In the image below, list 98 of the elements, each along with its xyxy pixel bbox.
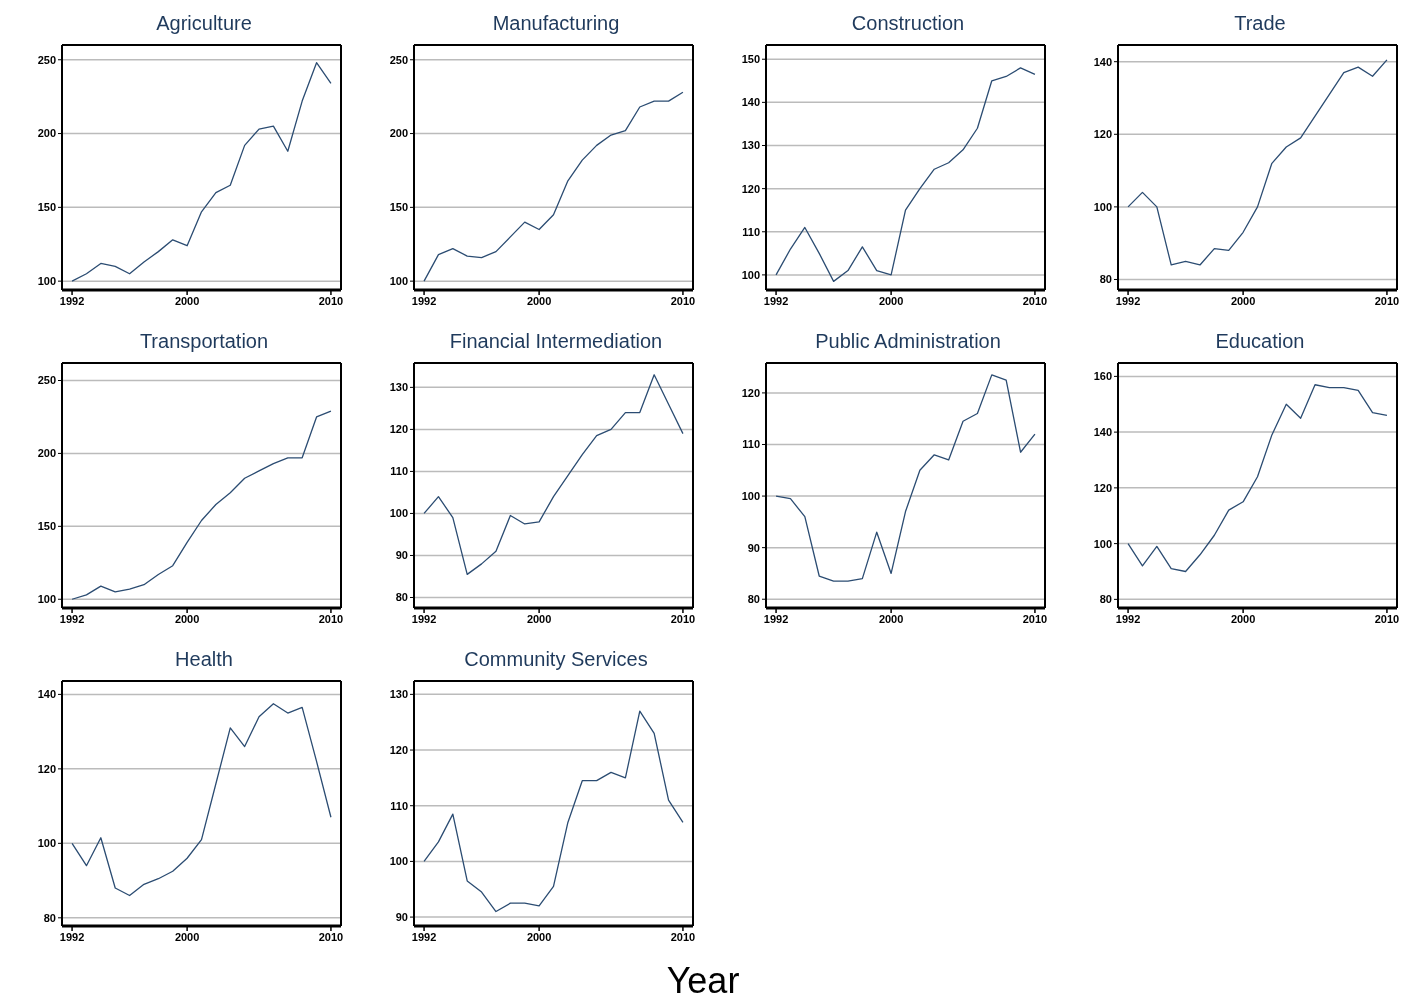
y-tick-label: 150 [389, 201, 408, 214]
y-tick-label: 90 [395, 911, 408, 923]
line-series [775, 67, 1036, 283]
y-tick-label: 80 [395, 591, 408, 604]
y-tick-label: 100 [37, 275, 56, 288]
x-tick-label: 2000 [878, 612, 904, 625]
y-tick-label: 80 [1099, 593, 1112, 606]
y-tick-label: 100 [37, 593, 56, 606]
x-tick-label: 2010 [670, 612, 696, 625]
line-series [71, 62, 332, 282]
y-tick-label: 200 [389, 127, 408, 140]
y-tick-label: 140 [741, 96, 760, 109]
x-tick-label: 2010 [1022, 294, 1048, 307]
line-series [71, 410, 332, 600]
x-tick-label: 1992 [411, 930, 437, 943]
y-tick-label: 140 [1093, 55, 1112, 68]
chart-title: Agriculture [155, 11, 253, 36]
y-tick-label: 130 [741, 139, 760, 152]
y-tick-label: 120 [389, 743, 408, 756]
x-tick-label: 2010 [1374, 612, 1400, 625]
y-tick-label: 120 [37, 762, 56, 775]
line-series [71, 703, 332, 897]
y-tick-label: 120 [741, 386, 760, 399]
y-tick-label: 130 [389, 381, 408, 394]
x-tick-label: 2000 [174, 294, 200, 307]
y-tick-label: 140 [1093, 426, 1112, 439]
x-tick-label: 2000 [878, 294, 904, 307]
y-tick-label: 110 [390, 465, 408, 478]
chart-title: Public Administration [814, 329, 1002, 354]
y-tick-label: 130 [389, 688, 408, 701]
x-tick-label: 2000 [526, 612, 552, 625]
y-tick-label: 100 [389, 507, 408, 520]
y-tick-label: 90 [747, 541, 760, 554]
y-tick-label: 80 [747, 593, 760, 606]
y-tick-label: 100 [37, 837, 56, 850]
y-tick-label: 90 [395, 549, 408, 562]
y-tick-label: 160 [1093, 370, 1112, 383]
x-tick-label: 1992 [763, 612, 789, 625]
y-tick-label: 150 [37, 520, 56, 533]
x-tick-label: 2000 [526, 294, 552, 307]
x-tick-label: 1992 [59, 930, 85, 943]
y-tick-label: 100 [389, 855, 408, 868]
line-series [1127, 384, 1388, 573]
y-tick-label: 250 [37, 374, 56, 387]
chart-title: Education [1214, 329, 1306, 354]
y-tick-label: 150 [741, 53, 760, 66]
y-tick-label: 100 [1093, 200, 1112, 213]
chart-title: Community Services [463, 647, 649, 672]
line-series [423, 710, 684, 913]
y-tick-label: 110 [742, 438, 760, 451]
x-tick-label: 2000 [174, 612, 200, 625]
x-tick-label: 1992 [1115, 294, 1141, 307]
x-tick-label: 2010 [670, 930, 696, 943]
y-tick-label: 80 [43, 911, 56, 924]
x-tick-label: 2010 [318, 612, 344, 625]
y-tick-label: 120 [1093, 128, 1112, 141]
x-tick-label: 2000 [174, 930, 200, 943]
y-tick-label: 140 [37, 688, 56, 701]
x-tick-label: 2010 [1374, 294, 1400, 307]
x-tick-label: 2010 [670, 294, 696, 307]
y-tick-label: 80 [1099, 273, 1112, 286]
y-tick-label: 250 [37, 53, 56, 66]
y-tick-label: 150 [37, 201, 56, 214]
x-tick-label: 1992 [1115, 612, 1141, 625]
chart-title: Trade [1233, 11, 1287, 36]
line-series [1127, 59, 1388, 266]
line-series [775, 374, 1036, 582]
y-tick-label: 110 [742, 225, 760, 238]
x-tick-label: 2000 [526, 930, 552, 943]
y-tick-label: 110 [390, 799, 408, 812]
y-tick-label: 100 [389, 275, 408, 288]
y-tick-label: 120 [741, 182, 760, 195]
x-tick-label: 1992 [59, 612, 85, 625]
y-tick-label: 200 [37, 127, 56, 140]
chart-title: Construction [850, 11, 966, 36]
y-tick-label: 200 [37, 447, 56, 460]
y-tick-label: 250 [389, 53, 408, 66]
chart-title: Financial Intermediation [448, 329, 664, 354]
x-tick-label: 2010 [318, 930, 344, 943]
y-tick-label: 120 [389, 423, 408, 436]
x-tick-label: 2010 [1022, 612, 1048, 625]
y-tick-label: 120 [1093, 481, 1112, 494]
x-tick-label: 2000 [1230, 612, 1256, 625]
line-series [423, 91, 684, 282]
x-tick-label: 2010 [318, 294, 344, 307]
line-series [423, 374, 684, 576]
x-tick-label: 1992 [59, 294, 85, 307]
chart-title: Transportation [138, 329, 270, 354]
x-tick-label: 1992 [763, 294, 789, 307]
y-tick-label: 100 [741, 268, 760, 281]
x-tick-label: 1992 [411, 612, 437, 625]
chart-title: Health [174, 647, 234, 672]
y-tick-label: 100 [741, 489, 760, 502]
x-axis-title: Year [665, 960, 741, 1002]
x-tick-label: 1992 [411, 294, 437, 307]
chart-title: Manufacturing [491, 11, 621, 36]
x-tick-label: 2000 [1230, 294, 1256, 307]
y-tick-label: 100 [1093, 537, 1112, 550]
